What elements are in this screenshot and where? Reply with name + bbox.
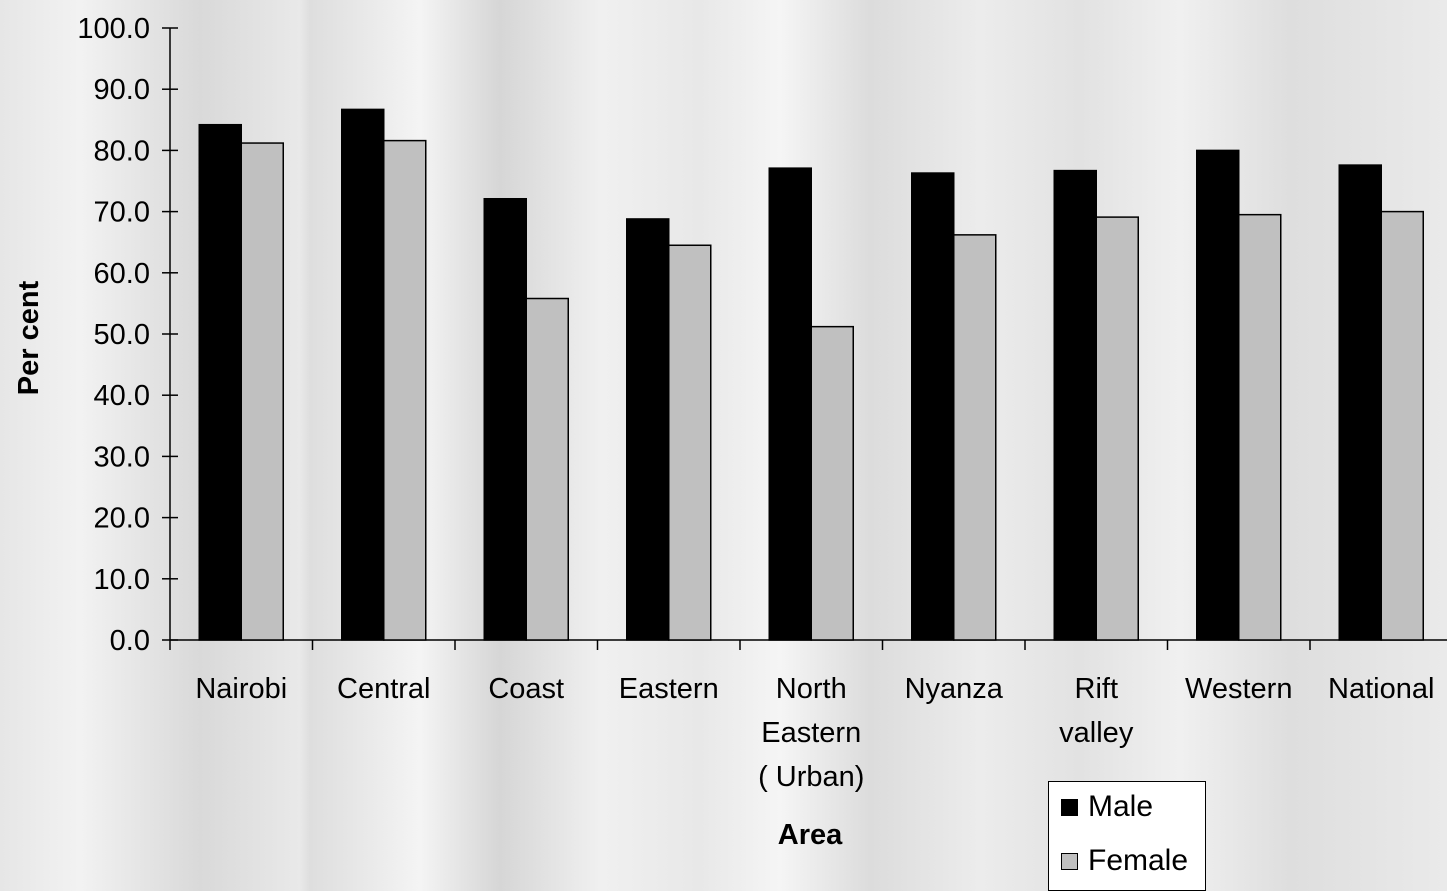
y-tick-label: 80.0 xyxy=(94,135,150,167)
bars xyxy=(198,108,1424,641)
y-tick-label: 20.0 xyxy=(94,503,150,535)
x-axis-title: Area xyxy=(778,819,843,851)
bar-female-nairobi xyxy=(240,142,284,641)
bar-female-western xyxy=(1238,213,1282,641)
legend-item-female: Female xyxy=(1061,844,1188,878)
x-axis xyxy=(169,639,1447,650)
bar-male-eastern xyxy=(626,218,670,641)
bar-male-western xyxy=(1196,149,1240,641)
y-tick-label: 30.0 xyxy=(94,441,150,473)
legend-item-male: Male xyxy=(1061,790,1153,824)
legend: Male Female xyxy=(1048,781,1206,891)
y-tick-label: 100.0 xyxy=(77,13,150,45)
x-tick-label: Nairobi xyxy=(195,673,287,705)
y-tick-label: 90.0 xyxy=(94,74,150,106)
bar-female-rift-valley xyxy=(1095,216,1139,641)
x-tick-label: Coast xyxy=(488,673,564,705)
legend-label-female: Female xyxy=(1088,844,1189,877)
x-tick-label: Central xyxy=(337,673,431,705)
legend-swatch-female xyxy=(1061,852,1078,870)
x-tick-label: Eastern xyxy=(619,673,719,705)
bar-female-coast xyxy=(525,297,569,641)
legend-label-male: Male xyxy=(1088,790,1154,823)
x-tick-labels: Nairobi Central Coast Eastern North Eastern( … xyxy=(195,673,1434,793)
bar-male-north-eastern-urban xyxy=(768,167,812,641)
y-tick-label: 0.0 xyxy=(110,625,150,657)
y-tick-label: 40.0 xyxy=(94,380,150,412)
bar-male-national xyxy=(1338,164,1382,641)
y-axis-title: Per cent xyxy=(13,280,45,395)
y-tick-label: 70.0 xyxy=(94,197,150,229)
y-axis: 0.0 10.0 20.0 30.0 40.0 50.0 60.0 70.0 80.0 90.0 1… xyxy=(77,13,178,657)
x-tick-label: National xyxy=(1328,673,1434,705)
legend-swatch-male xyxy=(1061,798,1078,816)
bar-female-nyanza xyxy=(953,234,997,641)
x-tick-label: North Eastern( Urban) xyxy=(758,673,864,793)
y-tick-label: 50.0 xyxy=(94,319,150,351)
x-tick-label: Nyanza xyxy=(905,673,1004,705)
x-tick-label: Western xyxy=(1185,673,1292,705)
bar-male-nairobi xyxy=(198,123,242,641)
y-tick-label: 10.0 xyxy=(94,564,150,596)
bar-male-central xyxy=(341,108,385,641)
bar-female-national xyxy=(1380,210,1424,641)
bar-male-nyanza xyxy=(911,172,955,641)
x-tick-label: Rift valley xyxy=(1059,673,1134,749)
bar-female-north-eastern-urban xyxy=(810,325,854,641)
bar-male-rift-valley xyxy=(1053,169,1097,641)
bar-female-central xyxy=(383,139,427,641)
y-tick-label: 60.0 xyxy=(94,258,150,290)
bar-female-eastern xyxy=(668,244,712,641)
bar-male-coast xyxy=(483,197,527,641)
